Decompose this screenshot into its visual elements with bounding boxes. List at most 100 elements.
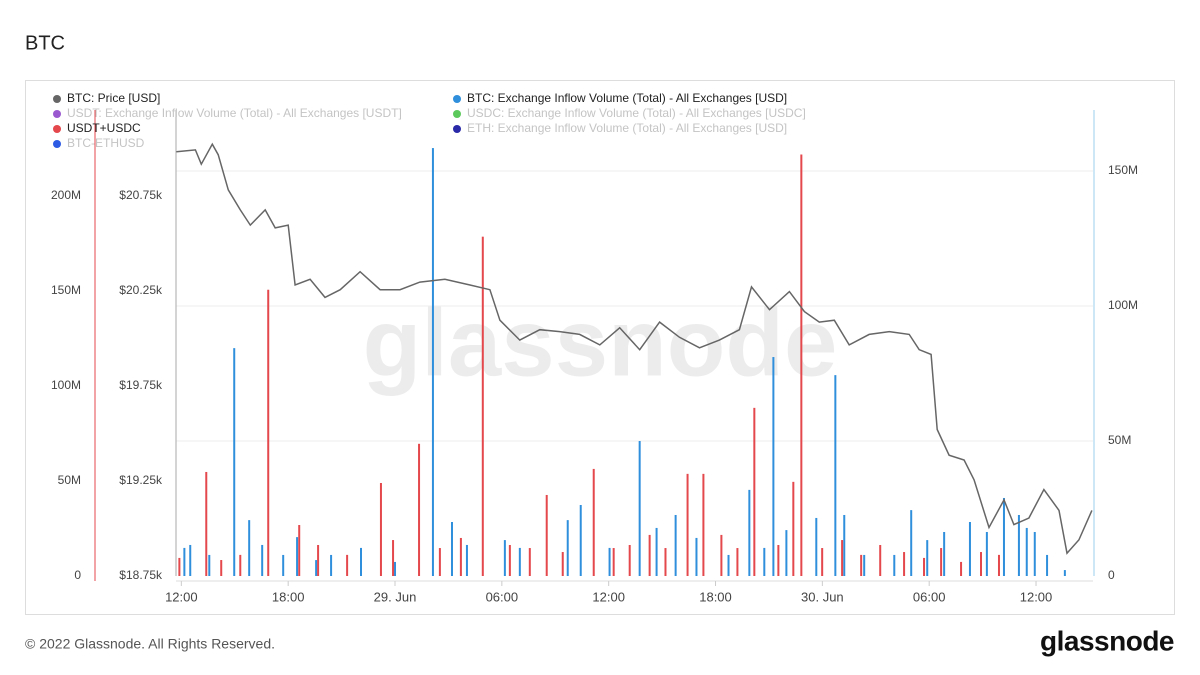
legend-label: ETH: Exchange Inflow Volume (Total) - Al… — [467, 121, 787, 135]
bar — [860, 554, 863, 576]
y-tick-label: $20.25k — [119, 283, 163, 297]
bar — [720, 534, 723, 576]
bar — [648, 534, 651, 576]
price-line — [176, 142, 1093, 555]
bar — [418, 443, 421, 576]
bar — [841, 540, 844, 576]
legend-label: USDT+USDC — [67, 121, 141, 135]
bar — [834, 375, 837, 576]
bar — [821, 548, 824, 576]
legend-item[interactable]: ETH: Exchange Inflow Volume (Total) - Al… — [453, 121, 787, 135]
bar — [655, 527, 658, 576]
bar — [317, 544, 320, 576]
x-tick-label: 29. Jun — [374, 589, 417, 604]
bar — [360, 547, 363, 576]
bar — [893, 554, 896, 576]
bar — [926, 540, 929, 576]
bar — [815, 517, 818, 576]
bar — [566, 520, 569, 576]
bar — [392, 540, 395, 576]
bar — [220, 560, 223, 576]
legend-swatch — [453, 110, 461, 118]
legend-label: BTC: Price [USD] — [67, 91, 160, 105]
bar — [431, 148, 434, 576]
y2-tick-label: 100M — [1108, 298, 1138, 312]
bar — [178, 557, 181, 576]
bar — [638, 441, 641, 576]
legend-swatch — [53, 110, 61, 118]
x-tick-label: 12:00 — [1020, 589, 1053, 604]
bar — [296, 537, 299, 576]
legend-item[interactable]: BTC-ETHUSD — [53, 136, 145, 150]
bar — [561, 552, 564, 576]
bar — [763, 547, 766, 576]
y3-tick-label: 0 — [74, 568, 81, 582]
bar — [910, 510, 913, 576]
y2-tick-label: 50M — [1108, 433, 1131, 447]
bar — [261, 544, 264, 576]
bar — [800, 154, 803, 576]
y3-tick-label: 150M — [51, 283, 81, 297]
bar — [205, 471, 208, 576]
x-tick-label: 06:00 — [913, 589, 946, 604]
y-tick-label: $18.75k — [119, 568, 163, 582]
bar — [736, 548, 739, 576]
x-tick-label: 12:00 — [592, 589, 625, 604]
bar — [695, 537, 698, 576]
bar — [628, 544, 631, 576]
watermark: glassnode — [363, 289, 838, 396]
legend-item[interactable]: USDC: Exchange Inflow Volume (Total) - A… — [453, 106, 806, 120]
bar — [923, 557, 926, 576]
logo: glassnode — [1040, 625, 1174, 656]
bar — [518, 547, 521, 576]
bar — [943, 531, 946, 576]
chart-title: BTC — [25, 32, 65, 54]
bar — [315, 560, 318, 576]
bar — [459, 537, 462, 576]
legend-item[interactable]: BTC: Price [USD] — [53, 91, 160, 105]
bar — [1025, 527, 1028, 576]
legend-label: USDT: Exchange Inflow Volume (Total) - A… — [67, 106, 402, 120]
legend-item[interactable]: USDT: Exchange Inflow Volume (Total) - A… — [53, 106, 402, 120]
bar — [792, 481, 795, 576]
legend-swatch — [53, 95, 61, 103]
bar — [727, 554, 730, 576]
bar — [208, 554, 211, 576]
bar — [189, 544, 192, 576]
bar — [748, 489, 751, 576]
x-tick-label: 18:00 — [699, 589, 732, 604]
legend-swatch — [453, 125, 461, 133]
legend-swatch — [53, 140, 61, 148]
bar — [346, 554, 349, 576]
bar — [330, 554, 333, 576]
bar — [233, 348, 236, 576]
legend: BTC: Price [USD]USDT: Exchange Inflow Vo… — [53, 91, 806, 150]
bar — [545, 494, 548, 576]
y3-tick-label: 100M — [51, 378, 81, 392]
bar — [1046, 554, 1049, 576]
x-tick-label: 06:00 — [486, 589, 519, 604]
chart-frame — [25, 80, 1175, 615]
bar — [379, 482, 382, 576]
y3-tick-label: 50M — [58, 473, 81, 487]
bar — [450, 522, 453, 576]
bar — [903, 552, 906, 576]
bar — [879, 544, 882, 576]
legend-item[interactable]: BTC: Exchange Inflow Volume (Total) - Al… — [453, 91, 787, 105]
bar — [843, 514, 846, 576]
bar — [282, 554, 285, 576]
y-tick-label: $20.75k — [119, 188, 163, 202]
bar — [664, 548, 667, 576]
bar — [686, 473, 689, 576]
legend-item[interactable]: USDT+USDC — [53, 121, 141, 135]
bar — [612, 548, 615, 576]
legend-label: BTC-ETHUSD — [67, 136, 145, 150]
bar — [1017, 514, 1020, 576]
bar — [438, 548, 441, 576]
bar — [702, 473, 705, 576]
bar — [863, 554, 866, 576]
bar — [674, 514, 677, 576]
bar — [394, 561, 397, 576]
bar — [481, 236, 484, 577]
bar — [985, 531, 988, 576]
